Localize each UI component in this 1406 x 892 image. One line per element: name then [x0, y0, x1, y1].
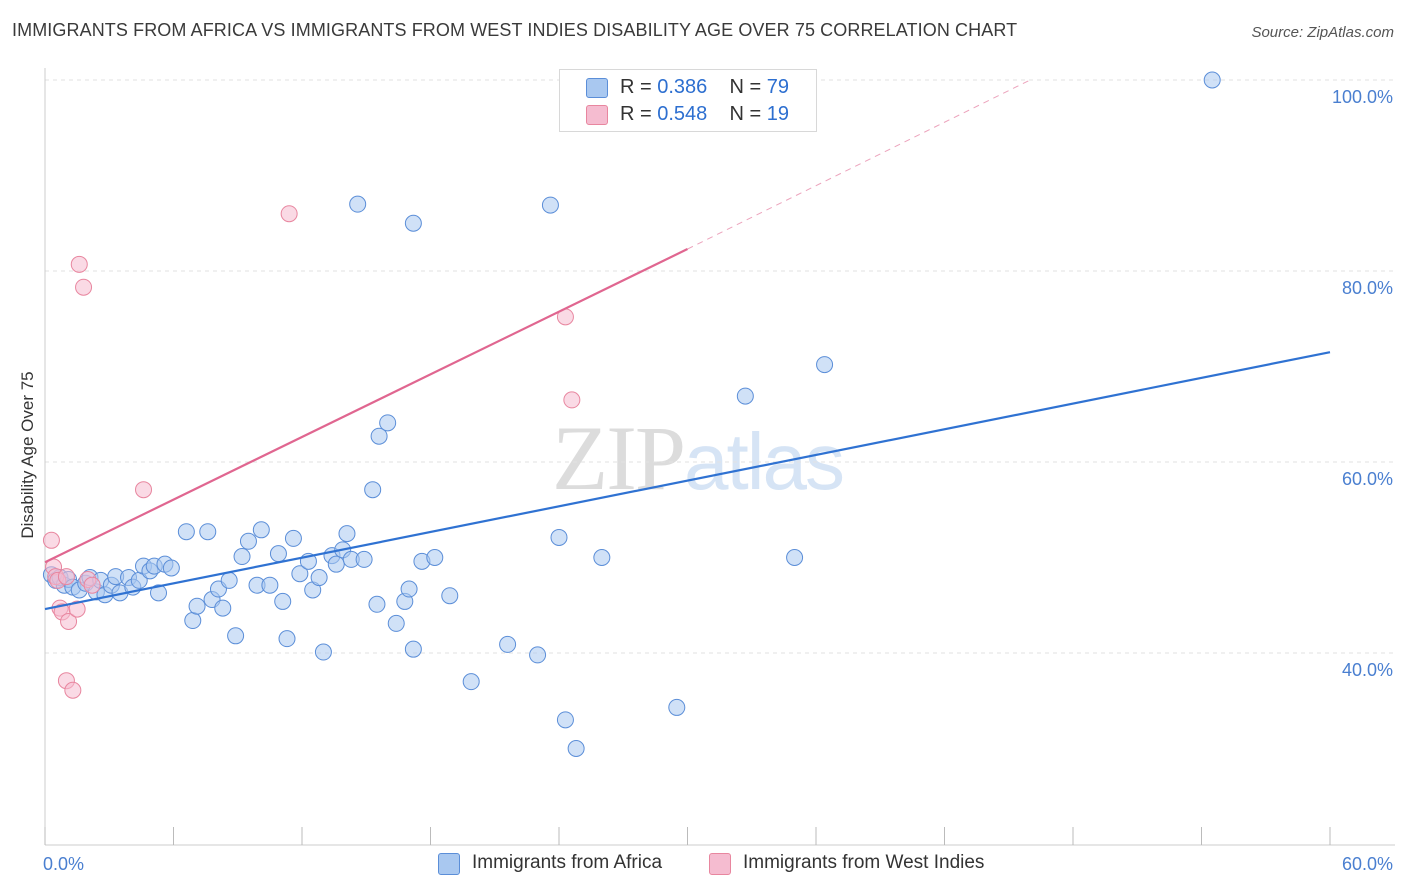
africa-point	[404, 640, 422, 658]
legend-r-label: R =	[620, 76, 658, 98]
africa-point	[499, 635, 517, 653]
legend-r-value: 0.386	[657, 76, 708, 98]
africa-point	[310, 569, 328, 587]
africa-point	[188, 597, 206, 615]
x-tick-label: 60.0%	[1342, 854, 1393, 874]
africa-point	[404, 214, 422, 232]
series-label-africa: Immigrants from Africa	[472, 852, 663, 873]
africa-point	[177, 523, 195, 541]
west-indies-point	[75, 278, 93, 296]
source-credit: Source: ZipAtlas.com	[1251, 24, 1394, 41]
africa-point	[593, 549, 611, 566]
africa-point	[327, 555, 345, 573]
africa-point	[220, 571, 238, 589]
africa-point	[567, 740, 585, 757]
africa-point	[284, 529, 302, 547]
west-indies-trend-line	[44, 248, 688, 564]
series-swatch-africa	[438, 853, 460, 875]
west-indies-point	[60, 612, 78, 630]
tick-labels: 40.0% 60.0% 80.0% 100.0% 0.0% 60.0%	[43, 87, 1393, 874]
africa-point	[379, 414, 397, 432]
y-tick-label: 60.0%	[1342, 469, 1393, 489]
west-indies-point	[563, 391, 581, 409]
africa-point	[355, 550, 373, 568]
africa-point	[400, 580, 418, 598]
africa-point	[349, 195, 367, 213]
west-indies-point	[64, 681, 82, 699]
africa-point	[214, 599, 232, 617]
africa-point	[387, 614, 405, 632]
africa-point	[274, 592, 292, 610]
west-indies-point	[135, 481, 153, 499]
west-indies-point	[83, 576, 101, 594]
west-indies-point	[42, 531, 60, 549]
watermark-zip: ZIP	[552, 407, 686, 509]
africa-point	[278, 630, 296, 648]
africa-point	[239, 532, 257, 550]
africa-point	[162, 559, 180, 577]
africa-point	[184, 612, 202, 630]
africa-point	[462, 673, 480, 691]
west-indies-point	[280, 205, 298, 223]
africa-point	[816, 356, 834, 374]
africa-point	[541, 196, 559, 214]
africa-point	[736, 387, 754, 405]
africa-point	[550, 528, 568, 546]
africa-point	[227, 627, 245, 645]
africa-point	[441, 587, 459, 605]
axes	[44, 68, 1395, 846]
y-tick-label: 80.0%	[1342, 278, 1393, 298]
africa-point	[314, 643, 332, 661]
legend-n-label: N =	[729, 76, 767, 98]
africa-point	[368, 595, 386, 613]
grid-lines	[45, 79, 1395, 654]
west-indies-trend-extension	[687, 79, 1031, 250]
africa-point	[199, 523, 217, 541]
africa-point	[261, 576, 279, 594]
trend-lines	[44, 79, 1331, 611]
africa-point	[426, 549, 444, 566]
chart-title: IMMIGRANTS FROM AFRICA VS IMMIGRANTS FRO…	[12, 20, 1018, 40]
legend-n-value: 19	[766, 103, 790, 125]
legend-swatch-africa	[586, 78, 608, 98]
africa-points	[42, 71, 1221, 757]
africa-point	[338, 525, 356, 543]
legend-r-label: R =	[620, 103, 658, 125]
africa-point	[1203, 71, 1221, 89]
africa-point	[269, 545, 287, 563]
series-swatch-west-indies	[709, 853, 731, 875]
africa-point	[291, 565, 309, 583]
africa-point	[556, 711, 574, 729]
legend-swatch-west-indies	[586, 105, 608, 125]
y-tick-label: 100.0%	[1332, 87, 1393, 107]
legend-n-label: N =	[729, 103, 767, 125]
legend-n-value: 79	[766, 76, 790, 98]
west-indies-points	[42, 205, 581, 699]
x-tick-label: 0.0%	[43, 854, 84, 874]
africa-point	[364, 481, 382, 499]
west-indies-point	[70, 255, 88, 273]
africa-point	[529, 646, 547, 664]
africa-trend-line	[44, 351, 1331, 611]
series-label-west-indies: Immigrants from West Indies	[743, 852, 985, 873]
africa-point	[150, 584, 168, 602]
west-indies-point	[57, 568, 75, 586]
watermark: ZIPatlas	[552, 405, 845, 511]
africa-point	[370, 427, 388, 445]
africa-point	[252, 521, 270, 539]
y-tick-label: 40.0%	[1342, 660, 1393, 680]
africa-point	[233, 548, 251, 566]
y-axis-label: Disability Age Over 75	[18, 371, 37, 538]
africa-point	[786, 549, 804, 566]
legend-r-value: 0.548	[657, 103, 708, 125]
africa-point	[668, 698, 686, 716]
west-indies-point	[68, 600, 86, 618]
correlation-legend: R = 0.386 N = 79 R = 0.548 N = 19	[559, 69, 817, 132]
